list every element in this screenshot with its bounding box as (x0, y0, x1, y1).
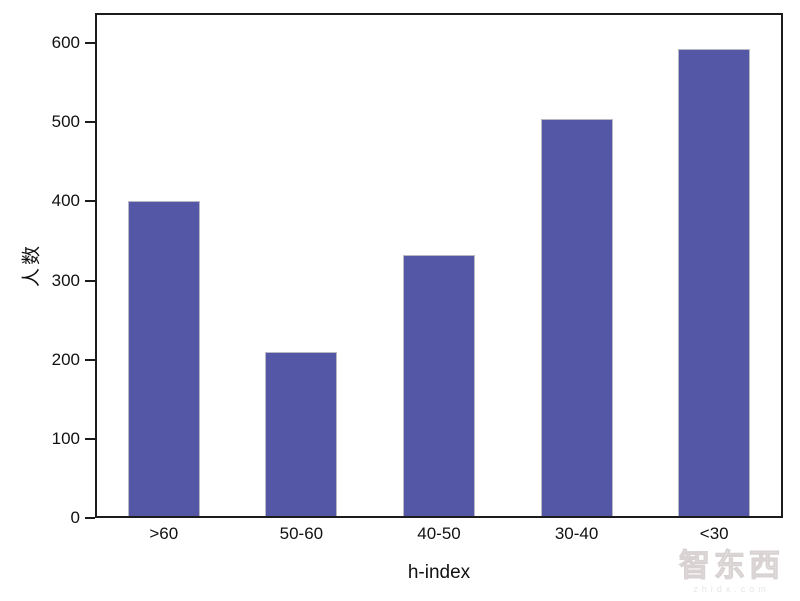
y-tick-mark (85, 200, 95, 203)
bar-30-40 (540, 118, 613, 516)
x-tick-label: 40-50 (417, 524, 461, 543)
x-tick-label: >60 (149, 524, 179, 543)
y-tick-label: 100 (51, 428, 80, 448)
y-tick-mark (85, 358, 95, 361)
x-tick-label: 50-60 (279, 524, 324, 543)
y-tick-label: 600 (51, 33, 80, 53)
watermark: 智东西 zhidx.com (679, 548, 784, 595)
plot-area (95, 13, 783, 518)
y-tick-label: 0 (70, 508, 80, 527)
y-tick-label: 500 (51, 112, 80, 132)
y-tick-label: 400 (51, 191, 80, 211)
y-tick-label: 300 (51, 270, 80, 290)
y-tick-mark (85, 437, 95, 440)
y-tick-mark (85, 42, 95, 45)
watermark-logo-text: 智东西 (679, 548, 784, 583)
bar-50-60 (265, 352, 338, 516)
bar->60 (127, 200, 200, 516)
x-tick-label: <30 (699, 524, 729, 543)
y-tick-mark (85, 121, 95, 124)
x-axis-label: h-index (407, 562, 471, 583)
watermark-url-text: zhidx.com (693, 584, 770, 594)
y-tick-mark (85, 279, 95, 282)
bar-40-50 (403, 254, 475, 516)
bar-<30 (678, 49, 751, 516)
y-tick-mark (85, 517, 95, 519)
y-tick-label: 200 (51, 349, 80, 369)
x-tick-label: 30-40 (554, 524, 599, 543)
